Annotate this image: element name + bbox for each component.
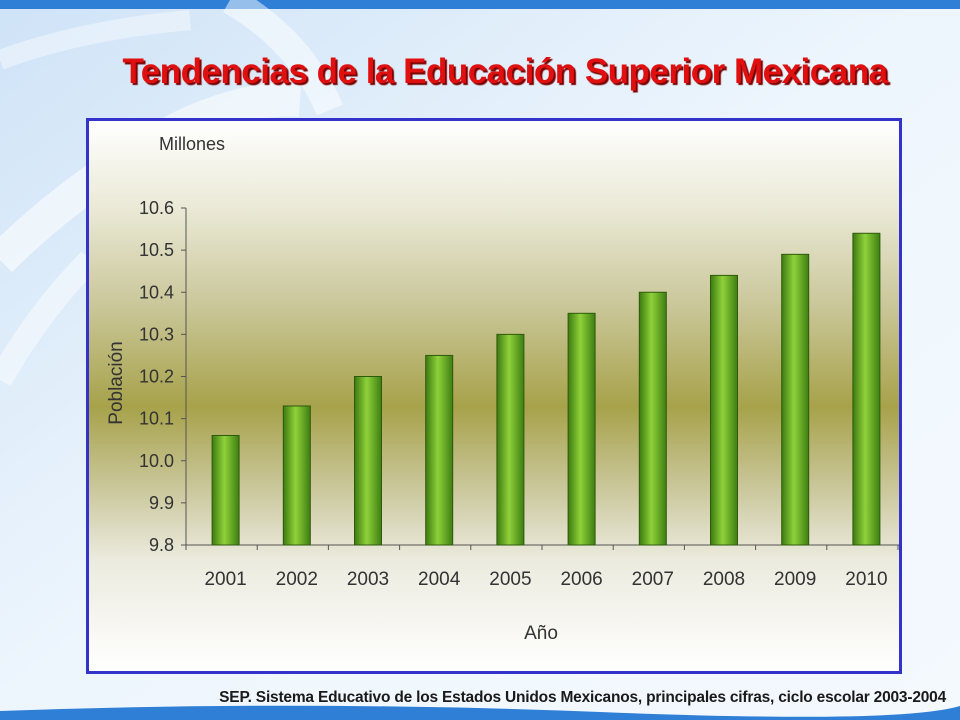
slide-title: Tendencias de la Educación Superior Mexi… — [122, 52, 888, 91]
bar-2004 — [425, 354, 454, 546]
x-tick-label: 2004 — [418, 569, 461, 590]
bar-2005 — [496, 333, 525, 546]
y-tick-label: 10.0 — [139, 451, 174, 471]
unit-label: Millones — [159, 134, 225, 154]
bar-chart: Millones Población Año 9.8 9.9 10.0 10.1 10.… — [106, 134, 899, 644]
x-tick-label: 2009 — [774, 569, 816, 590]
decorative-swoosh — [0, 251, 99, 386]
bar-series — [211, 232, 881, 546]
bar-2006 — [567, 312, 596, 546]
bar-2010 — [852, 232, 881, 546]
x-tick-label: 2002 — [276, 569, 318, 590]
y-tick-label: 10.5 — [139, 240, 174, 260]
bar-2009 — [781, 253, 810, 546]
decorative-swoosh — [0, 10, 191, 70]
x-tick-label: 2003 — [347, 569, 389, 590]
y-tick-label: 10.2 — [139, 367, 174, 387]
x-tick-label: 2008 — [703, 569, 745, 590]
x-tick-label: 2010 — [845, 569, 887, 590]
y-tick-label: 10.6 — [139, 198, 174, 218]
y-tick-label: 9.9 — [149, 493, 174, 513]
y-tick-label: 9.8 — [149, 535, 174, 555]
x-tick-label: 2005 — [489, 569, 531, 590]
x-axis: 2001 2002 2003 2004 2005 2006 2007 2008 2009 2010 — [185, 544, 899, 590]
y-tick-label: 10.3 — [139, 324, 174, 344]
bar-2008 — [710, 274, 738, 546]
bar-2007 — [638, 291, 667, 546]
top-stripe — [0, 0, 960, 9]
bar-2002 — [282, 405, 311, 546]
x-axis-label: Año — [524, 623, 558, 644]
y-axis: 9.8 9.9 10.0 10.1 10.2 10.3 10.4 10.5 10.6 — [139, 198, 187, 555]
decorative-swoosh — [222, 0, 343, 116]
bottom-wave — [0, 705, 960, 720]
x-tick-label: 2006 — [560, 569, 602, 590]
y-tick-label: 10.1 — [139, 409, 174, 429]
x-tick-label: 2007 — [632, 569, 674, 590]
chart-frame: Millones Población Año 9.8 9.9 10.0 10.1 10.… — [86, 118, 902, 674]
bar-2001 — [211, 434, 240, 546]
bar-2003 — [354, 376, 382, 546]
x-tick-label: 2001 — [204, 569, 246, 590]
y-tick-label: 10.4 — [139, 282, 174, 302]
source-note: SEP. Sistema Educativo de los Estados Un… — [219, 689, 946, 706]
y-axis-label: Población — [106, 341, 127, 424]
